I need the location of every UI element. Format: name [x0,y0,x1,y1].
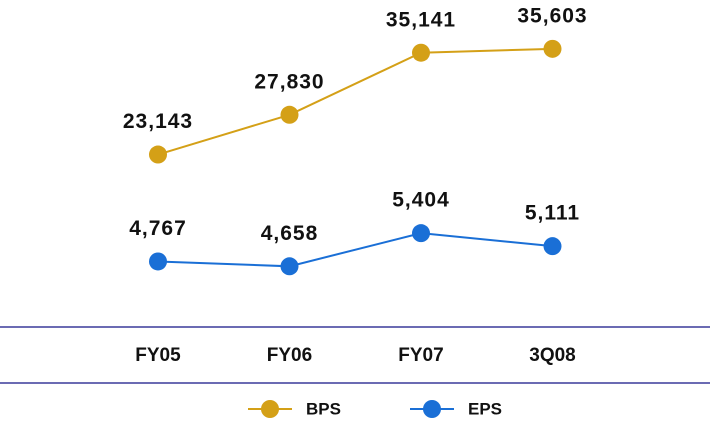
data-label: 23,143 [123,110,193,133]
point [280,105,299,124]
x-tick-label: 3Q08 [529,345,575,366]
legend-marker [261,400,279,418]
legend-label: EPS [468,399,502,418]
data-label: 4,658 [261,222,319,245]
series-line [157,47,553,156]
point [149,252,167,271]
data-label: 4,767 [129,217,187,240]
data-label: 5,404 [392,189,450,212]
data-label: 27,830 [254,70,324,93]
point [412,224,430,243]
data-label: 35,603 [517,4,587,27]
legend-label: BPS [306,399,341,418]
x-tick-label: FY07 [398,345,443,366]
point [543,39,562,58]
x-tick-label: FY06 [267,345,312,366]
data-label: 35,141 [386,8,456,31]
series-line [157,232,553,268]
point [412,43,430,62]
point [149,145,167,164]
x-tick-label: FY05 [135,345,181,366]
point [280,257,299,276]
legend-marker [423,400,441,418]
data-label: 5,111 [525,202,580,225]
point [543,237,562,256]
